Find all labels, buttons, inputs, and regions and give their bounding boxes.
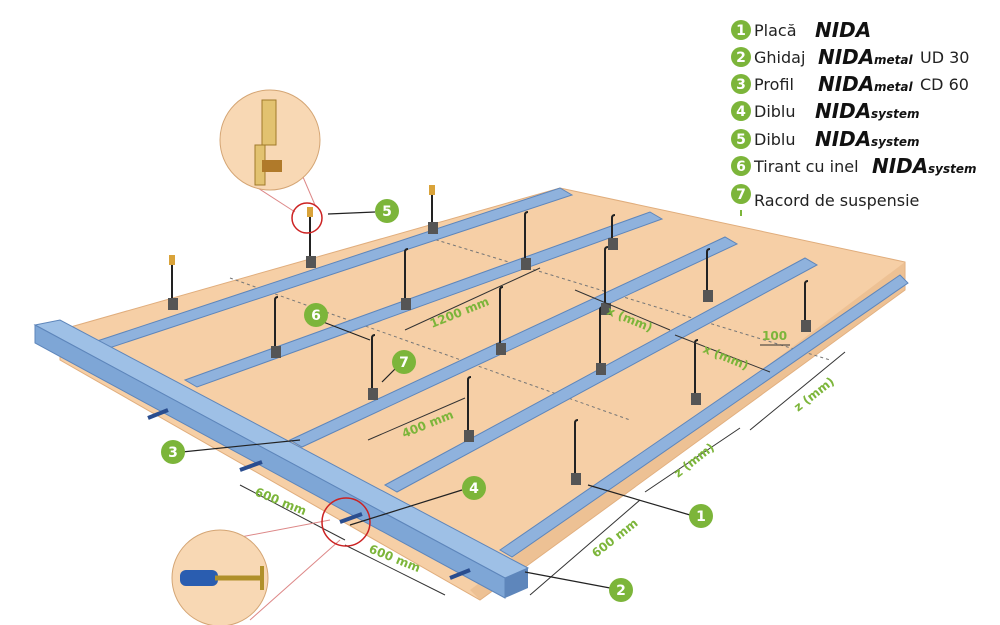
callout-badges: 5 6 7 3 4 1 2 [161,199,713,602]
ceiling-anchors [169,185,435,265]
svg-text:Profil: Profil [754,75,794,94]
legend: 1 Placă NIDA 2 Ghidaj NIDA metal UD 30 3… [731,18,977,216]
callout-1: 1 [689,504,713,528]
svg-text:CD 60: CD 60 [920,75,969,94]
svg-text:5: 5 [736,132,746,148]
svg-text:6: 6 [311,308,321,324]
svg-text:7: 7 [736,187,746,203]
svg-text:metal: metal [874,53,913,67]
svg-text:system: system [928,162,977,176]
dim-100: 100 [762,329,787,343]
svg-text:NIDA: NIDA [815,18,871,42]
legend-item-7: 7 Racord de suspensie [731,184,919,216]
dim-600c: 600 mm [589,516,640,560]
dimension-lines [239,267,846,596]
svg-text:4: 4 [469,481,479,497]
svg-text:Placă: Placă [754,21,797,40]
callout-7: 7 [392,350,416,374]
svg-text:1: 1 [736,23,746,39]
callout-3: 3 [161,440,185,464]
svg-text:UD 30: UD 30 [920,48,969,67]
svg-text:6: 6 [736,159,746,175]
wall-anchors [147,408,471,580]
svg-text:Diblu: Diblu [754,102,796,121]
callout-2: 2 [609,578,633,602]
legend-item-1: 1 Placă NIDA [731,18,871,42]
detail-anchor-bottom [171,497,371,625]
legend-item-6: 6 Tirant cu inel NIDA system [731,154,977,178]
svg-text:Tirant cu inel: Tirant cu inel [753,157,859,176]
svg-text:system: system [871,107,920,121]
legend-item-4: 4 Diblu NIDA system [731,99,920,123]
svg-text:NIDA: NIDA [818,45,874,69]
svg-text:NIDA: NIDA [818,72,874,96]
callout-leaders [181,211,691,589]
svg-text:3: 3 [736,77,746,93]
svg-text:3: 3 [168,445,178,461]
svg-text:NIDA: NIDA [872,154,928,178]
callout-6: 6 [304,303,328,327]
svg-text:metal: metal [874,80,913,94]
svg-text:NIDA: NIDA [815,127,871,151]
svg-text:4: 4 [736,104,746,120]
svg-text:2: 2 [616,583,626,599]
svg-text:Diblu: Diblu [754,130,796,149]
svg-text:7: 7 [399,355,409,371]
svg-text:1: 1 [696,509,706,525]
dim-z2: z (mm) [791,374,837,414]
legend-item-5: 5 Diblu NIDA system [731,127,920,151]
ud-guide [33,319,530,599]
callout-5: 5 [375,199,399,223]
callout-4: 4 [462,476,486,500]
svg-text:2: 2 [736,50,746,66]
svg-text:Ghidaj: Ghidaj [754,48,805,67]
detail-anchor-top [219,89,323,234]
suspension-connectors [168,222,811,485]
legend-item-2: 2 Ghidaj NIDA metal UD 30 [731,45,969,69]
svg-text:NIDA: NIDA [815,99,871,123]
svg-text:Racord de suspensie: Racord de suspensie [754,191,919,210]
svg-text:system: system [871,135,920,149]
hangers [171,190,809,475]
svg-text:5: 5 [382,204,392,220]
legend-item-3: 3 Profil NIDA metal CD 60 [731,72,969,96]
